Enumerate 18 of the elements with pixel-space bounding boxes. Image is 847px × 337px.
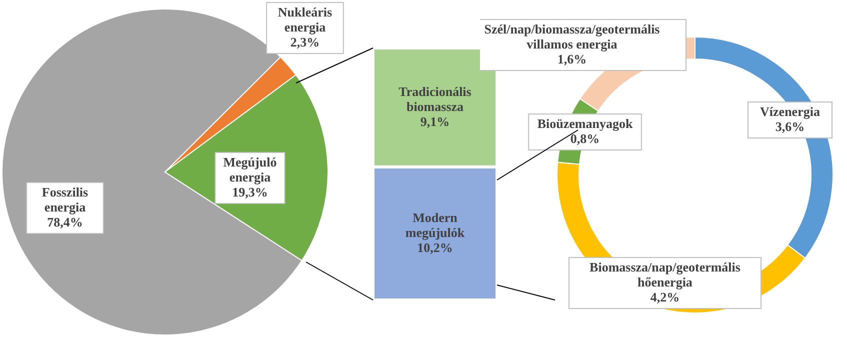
slice-label: Biomassza/nap/geotermális hőenergia xyxy=(590,260,740,290)
slice-label: Bioüzemanyagok xyxy=(537,116,634,131)
series-label: Tradicionális biomassza xyxy=(398,84,472,114)
data-label: 0,8% xyxy=(570,131,600,146)
data-label: 3,6% xyxy=(775,119,805,134)
series-label: Modern megújulók xyxy=(405,210,466,240)
data-label: 78,4% xyxy=(47,214,83,230)
slice-label: Vízenergia xyxy=(760,104,820,119)
slice-label: Szél/nap/biomassza/geotermális villamos energia xyxy=(484,22,660,52)
slice-label: Nukleáris energia xyxy=(278,4,332,34)
slice-label: Megújuló energia xyxy=(223,154,277,184)
data-label: 4,2% xyxy=(650,290,680,304)
slice-label: Fosszilis energia xyxy=(42,184,88,214)
data-label: 2,3% xyxy=(290,34,320,50)
data-label: 19,3% xyxy=(232,184,268,200)
data-label: 9,1% xyxy=(420,114,450,129)
data-label: 10,2% xyxy=(417,240,453,255)
data-label: 1,6% xyxy=(557,52,587,66)
